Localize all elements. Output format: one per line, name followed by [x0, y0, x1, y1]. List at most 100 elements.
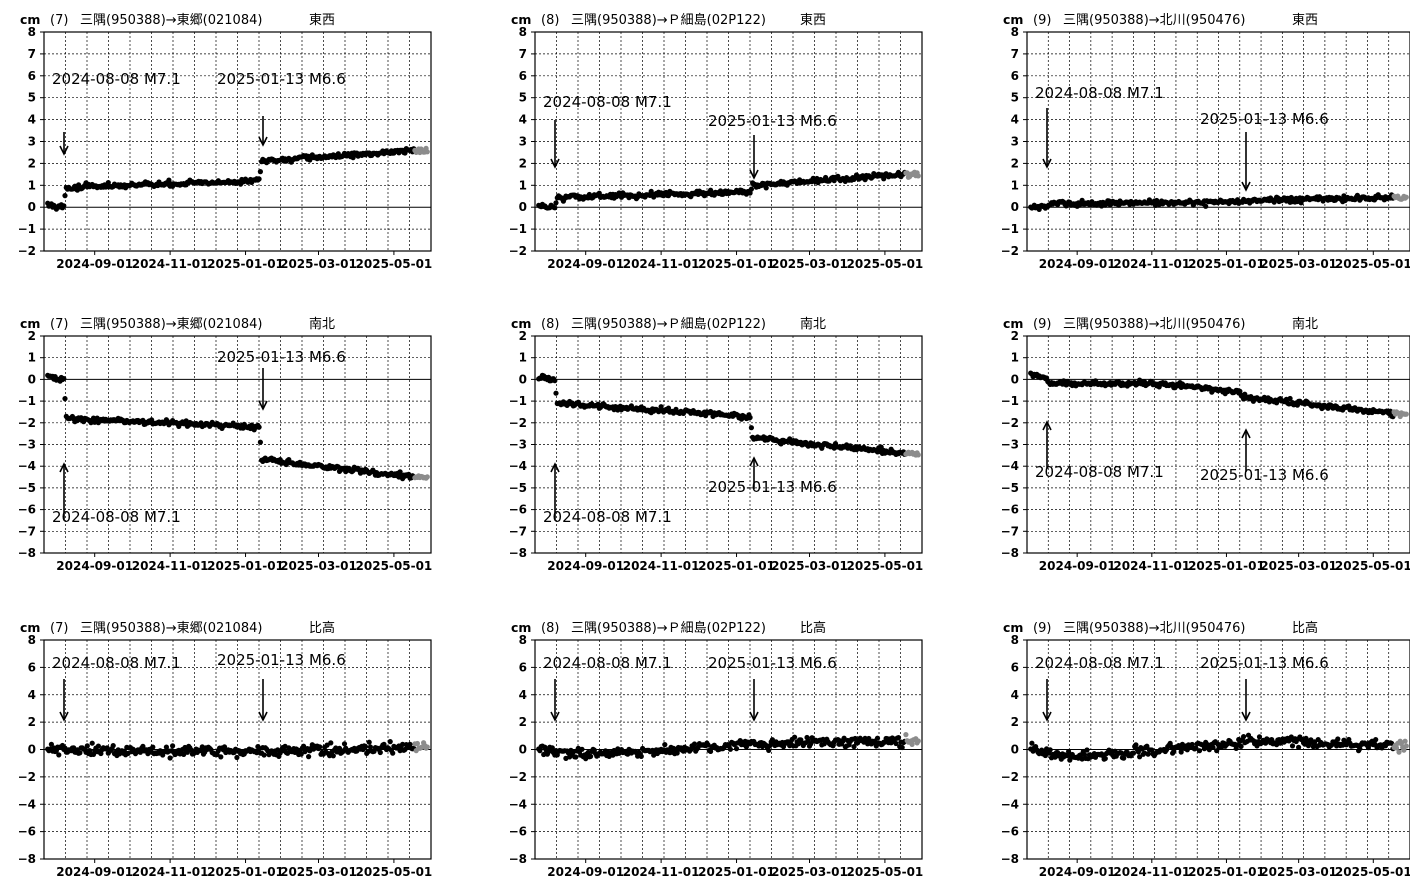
- y-tick-label: 0: [1011, 200, 1019, 214]
- y-tick-label: 2: [519, 329, 527, 343]
- y-tick-label: 8: [519, 25, 527, 39]
- pair-number: (9): [1033, 621, 1051, 636]
- y-tick-label: −6: [1001, 825, 1019, 839]
- data-point: [1131, 751, 1136, 756]
- y-tick-label: −7: [18, 524, 36, 538]
- component-label: 南北: [309, 316, 335, 332]
- recent-point: [415, 741, 420, 746]
- data-point: [875, 736, 880, 741]
- component-label: 東西: [309, 12, 335, 28]
- y-tick-label: 6: [1011, 660, 1019, 674]
- data-point: [342, 741, 347, 746]
- pair-number: (9): [1033, 317, 1051, 332]
- x-tick-label: 2025-05-01: [356, 257, 433, 271]
- y-tick-label: −5: [1001, 481, 1019, 495]
- x-tick-label: 2025-01-01: [207, 559, 284, 573]
- y-tick-label: 2: [519, 715, 527, 729]
- data-point: [728, 747, 733, 752]
- event-label-eq2: 2025-01-13 M6.6: [217, 70, 346, 88]
- y-tick-label: −2: [509, 416, 527, 430]
- y-tick-label: −6: [509, 503, 527, 517]
- component-label: 比高: [309, 620, 335, 636]
- pair-number: (8): [541, 317, 559, 332]
- component-label: 東西: [800, 12, 826, 28]
- data-point: [1203, 204, 1208, 209]
- x-tick-label: 2025-05-01: [1335, 559, 1410, 573]
- data-point: [766, 748, 771, 753]
- y-tick-label: −3: [1001, 438, 1019, 452]
- event-label-eq1: 2024-08-08 M7.1: [52, 508, 181, 526]
- y-tick-label: 4: [519, 113, 527, 127]
- data-point: [170, 743, 175, 748]
- y-tick-label: 1: [28, 351, 36, 365]
- data-point: [896, 735, 901, 740]
- x-tick-label: 2025-05-01: [847, 865, 924, 879]
- data-point: [111, 743, 116, 748]
- y-tick-label: 3: [28, 135, 36, 149]
- pair-number: (7): [50, 621, 68, 636]
- y-tick-label: 0: [1011, 372, 1019, 386]
- y-tick-label: 6: [28, 69, 36, 83]
- y-tick-label: 6: [28, 660, 36, 674]
- y-tick-label: −5: [18, 481, 36, 495]
- y-tick-label: 2: [28, 329, 36, 343]
- component-label: 比高: [800, 620, 826, 636]
- y-tick-label: −5: [509, 481, 527, 495]
- x-tick-label: 2024-11-01: [1113, 559, 1190, 573]
- baseline-label: 三隅(950388)→北川(950476): [1063, 317, 1245, 332]
- y-tick-label: 1: [519, 351, 527, 365]
- y-tick-label: 8: [1011, 633, 1019, 647]
- x-tick-label: 2025-05-01: [356, 865, 433, 879]
- y-tick-label: 1: [519, 178, 527, 192]
- data-point: [749, 425, 754, 430]
- y-tick-label: −1: [1001, 394, 1019, 408]
- data-point: [378, 750, 383, 755]
- y-tick-label: 7: [519, 47, 527, 61]
- y-tick-label: −2: [1001, 770, 1019, 784]
- y-tick-label: 3: [519, 135, 527, 149]
- data-point: [62, 396, 67, 401]
- y-tick-label: 4: [28, 688, 36, 702]
- data-point: [1103, 756, 1108, 761]
- event-label-eq2: 2025-01-13 M6.6: [708, 478, 837, 496]
- x-tick-label: 2025-05-01: [847, 257, 924, 271]
- event-label-eq1: 2024-08-08 M7.1: [543, 93, 672, 111]
- x-tick-label: 2025-03-01: [1260, 865, 1337, 879]
- panel-5: cm (8) 三隅(950388)→Ｐ細島(02P122) 南北 2 1 0 −1 −2 −3 −4…: [509, 316, 924, 573]
- y-tick-label: −2: [1001, 416, 1019, 430]
- x-tick-label: 2024-09-01: [56, 257, 133, 271]
- y-tick-label: −3: [18, 438, 36, 452]
- panel-4: cm (7) 三隅(950388)→東郷(021084) 南北210−1−2−3−4−…: [18, 316, 433, 573]
- y-tick-label: −6: [1001, 503, 1019, 517]
- data-point: [588, 754, 593, 759]
- y-tick-label: 1: [1011, 351, 1019, 365]
- x-tick-label: 2024-09-01: [547, 257, 624, 271]
- y-tick-label: −4: [509, 459, 527, 473]
- data-point: [1239, 744, 1244, 749]
- data-point: [708, 749, 713, 754]
- y-tick-label: 2: [28, 715, 36, 729]
- y-tick-label: −4: [1001, 797, 1019, 811]
- data-point: [1048, 747, 1053, 752]
- x-tick-label: 2025-05-01: [847, 559, 924, 573]
- y-tick-label: 7: [28, 47, 36, 61]
- recent-point: [1404, 743, 1409, 748]
- x-tick-label: 2025-03-01: [771, 559, 848, 573]
- y-tick-label: 8: [28, 633, 36, 647]
- x-tick-label: 2025-01-01: [698, 257, 775, 271]
- y-tick-label: −1: [18, 394, 36, 408]
- data-point: [62, 193, 67, 198]
- y-tick-label: 8: [1011, 25, 1019, 39]
- y-tick-label: 4: [1011, 113, 1019, 127]
- data-point: [331, 753, 336, 758]
- x-tick-label: 2024-09-01: [56, 865, 133, 879]
- x-tick-label: 2025-01-01: [1188, 865, 1265, 879]
- x-tick-label: 2024-09-01: [1039, 559, 1116, 573]
- data-point: [234, 755, 239, 760]
- data-point: [552, 205, 557, 210]
- y-tick-label: −8: [509, 852, 527, 866]
- y-tick-label: 2: [1011, 156, 1019, 170]
- data-point: [262, 752, 267, 757]
- x-tick-label: 2025-03-01: [1260, 559, 1337, 573]
